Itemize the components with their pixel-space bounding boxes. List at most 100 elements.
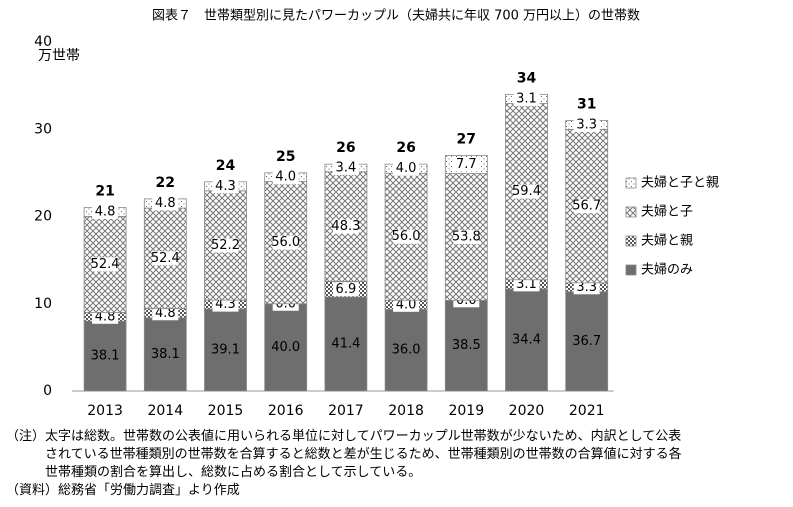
- label-bg: [272, 235, 299, 250]
- y-tick-label: 10: [34, 296, 52, 312]
- value-label: 7.7: [456, 157, 477, 172]
- value-label: 4.8: [155, 306, 176, 321]
- value-label: 4.0: [396, 297, 417, 312]
- label-bg: [92, 309, 119, 324]
- note-line: （注）太字は総数。世帯数の公表値に用いられる単位に対してパワーカップル世帯数が少…: [6, 429, 682, 444]
- x-tick-label: 2019: [448, 403, 484, 419]
- note-line: されている世帯種類別の世帯数を合算すると総数と差が生じるため、世帯種類別の世帯数…: [6, 447, 682, 462]
- total-label: 31: [577, 97, 596, 113]
- y-tick-label: 40: [34, 34, 52, 50]
- value-label: 41.4: [331, 337, 360, 352]
- label-bg: [573, 199, 600, 214]
- total-label: 26: [396, 140, 415, 156]
- legend-label: 夫婦と子: [641, 204, 693, 220]
- value-label: 4.3: [215, 297, 236, 312]
- bar-segment: [384, 308, 428, 392]
- label-bg: [332, 161, 359, 176]
- x-tick-label: 2014: [147, 403, 183, 419]
- legend-label: 夫婦と子と親: [641, 175, 719, 191]
- total-label: 22: [156, 175, 175, 191]
- y-tick-label: 30: [34, 121, 52, 137]
- value-label: 3.4: [336, 161, 357, 176]
- label-bg: [212, 297, 239, 312]
- value-label: 4.8: [95, 309, 116, 324]
- label-bg: [453, 229, 480, 244]
- total-label: 25: [276, 149, 295, 165]
- value-label: 39.1: [211, 343, 240, 358]
- label-bg: [212, 179, 239, 194]
- bar-segment: [565, 291, 609, 392]
- bar-segment: [444, 299, 488, 392]
- x-tick-label: 2013: [87, 403, 123, 419]
- label-bg: [453, 157, 480, 172]
- total-label: 26: [336, 140, 355, 156]
- value-label: 59.4: [512, 184, 541, 199]
- value-label: 56.7: [572, 199, 601, 214]
- total-label: 24: [216, 158, 236, 174]
- total-label: 34: [517, 70, 537, 86]
- chart: 図表７ 世帯類型別に見たパワーカップル（夫婦共に年収 700 万円以上）の世帯数…: [34, 8, 719, 420]
- label-bg: [152, 306, 179, 321]
- value-label: 3.1: [516, 91, 537, 106]
- value-label: 40.0: [271, 340, 300, 355]
- value-label: 53.8: [452, 229, 481, 244]
- label-bg: [332, 219, 359, 234]
- value-label: 4.3: [215, 179, 236, 194]
- label-bg: [393, 229, 420, 244]
- label-bg: [92, 204, 119, 219]
- x-tick-label: 2018: [388, 403, 424, 419]
- value-label: 48.3: [331, 219, 360, 234]
- value-label: 52.4: [91, 257, 120, 272]
- label-bg: [513, 91, 540, 106]
- y-tick-label: 20: [34, 209, 52, 225]
- bar-segment: [204, 308, 247, 392]
- value-label: 56.0: [271, 235, 300, 250]
- value-label: 4.8: [155, 196, 176, 211]
- value-label: 34.4: [512, 332, 541, 347]
- legend-label: 夫婦のみ: [641, 262, 693, 278]
- x-tick-label: 2021: [569, 403, 605, 419]
- label-bg: [332, 282, 359, 297]
- label-bg: [393, 297, 420, 312]
- value-label: 6.9: [336, 282, 357, 297]
- bar-segment: [264, 303, 308, 392]
- label-bg: [152, 196, 179, 211]
- bar-segment: [324, 296, 368, 392]
- legend-swatch: [625, 235, 637, 247]
- value-label: 56.0: [392, 229, 421, 244]
- legend-label: 夫婦と親: [641, 233, 693, 249]
- value-label: 38.1: [151, 347, 180, 362]
- label-bg: [212, 238, 239, 253]
- note-line: 世帯種類の割合を算出し、総数に占める割合として示している。: [6, 465, 422, 480]
- value-label: 3.3: [576, 280, 597, 295]
- chart-title: 図表７ 世帯類型別に見たパワーカップル（夫婦共に年収 700 万円以上）の世帯数: [152, 8, 640, 24]
- x-tick-label: 2015: [208, 403, 244, 419]
- label-bg: [152, 251, 179, 266]
- label-bg: [573, 280, 600, 295]
- legend-swatch: [625, 264, 637, 276]
- value-label: 4.0: [396, 161, 417, 176]
- value-label: 52.2: [211, 238, 240, 253]
- label-bg: [573, 117, 600, 132]
- value-label: 4.0: [275, 170, 296, 185]
- label-bg: [393, 161, 420, 176]
- value-label: 52.4: [151, 251, 180, 266]
- value-label: 38.1: [91, 349, 120, 364]
- x-tick-label: 2016: [268, 403, 304, 419]
- legend-swatch: [625, 206, 637, 218]
- total-label: 21: [95, 184, 114, 200]
- y-unit: 万世帯: [38, 48, 80, 64]
- legend-swatch: [625, 177, 637, 189]
- x-tick-label: 2020: [509, 403, 545, 419]
- label-bg: [272, 170, 299, 185]
- bar-segment: [143, 317, 187, 392]
- note-line: （資料）総務省「労働力調査」より作成: [6, 483, 240, 498]
- label-bg: [92, 257, 119, 272]
- value-label: 38.5: [452, 338, 481, 353]
- value-label: 36.7: [572, 334, 601, 349]
- value-label: 3.3: [576, 117, 597, 132]
- label-bg: [513, 277, 540, 292]
- value-label: 4.8: [95, 204, 116, 219]
- value-label: 36.0: [392, 343, 421, 358]
